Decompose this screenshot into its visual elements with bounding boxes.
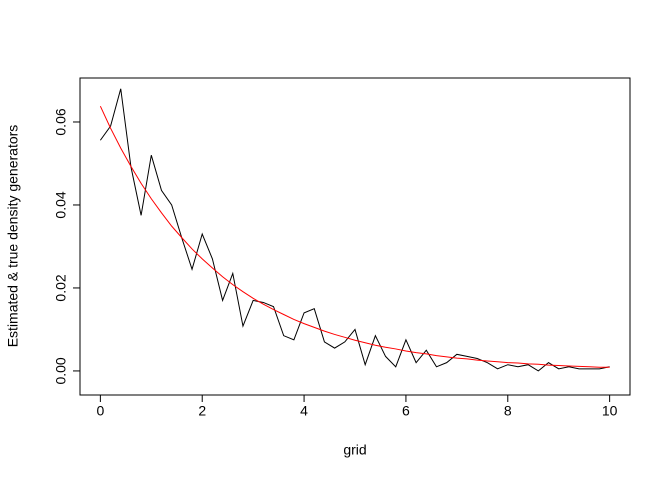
x-tick-label: 10 — [602, 403, 618, 419]
y-tick-label: 0.00 — [53, 357, 69, 384]
series-line — [99, 105, 610, 368]
series-line — [99, 88, 610, 372]
x-tick-label: 8 — [504, 403, 512, 419]
plot-box — [79, 77, 631, 396]
y-tick-label: 0.04 — [53, 191, 69, 218]
x-tick-label: 6 — [402, 403, 410, 419]
x-tick-label: 0 — [96, 403, 104, 419]
x-tick-label: 2 — [198, 403, 206, 419]
x-tick-label: 4 — [300, 403, 308, 419]
x-axis-title: grid — [343, 442, 366, 458]
y-axis-title: Estimated & true density generators — [5, 125, 21, 348]
y-tick-label: 0.06 — [53, 108, 69, 135]
y-tick-label: 0.02 — [53, 274, 69, 301]
